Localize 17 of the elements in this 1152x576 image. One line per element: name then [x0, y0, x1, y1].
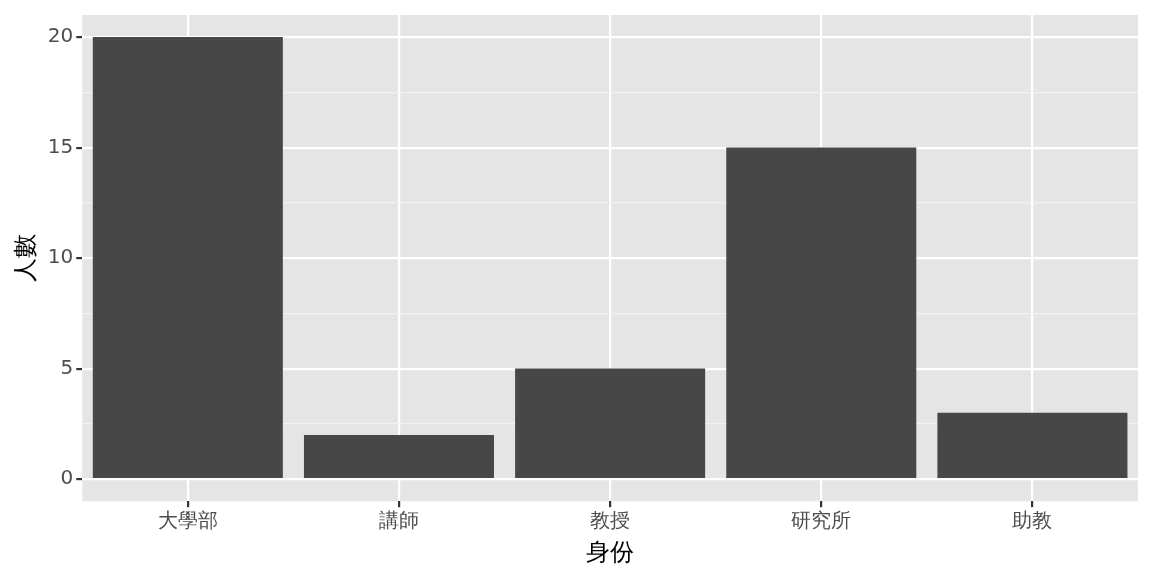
bar — [92, 37, 283, 478]
bar — [515, 368, 706, 478]
bar — [726, 147, 917, 478]
x-tick-label: 助教 — [1012, 508, 1053, 533]
y-tick-label: 20 — [47, 23, 74, 48]
x-tick-label: 講師 — [378, 508, 419, 533]
x-tick-label: 教授 — [590, 508, 631, 533]
x-tick-label: 大學部 — [157, 508, 218, 533]
y-tick-label: 10 — [47, 244, 74, 269]
y-tick-label: 5 — [60, 354, 74, 379]
y-axis-title: 人數 — [10, 234, 39, 283]
bar — [937, 412, 1128, 478]
x-axis-title: 身份 — [586, 537, 635, 566]
bar — [303, 434, 494, 478]
y-tick-label: 15 — [47, 133, 74, 158]
y-tick-label: 0 — [60, 465, 74, 490]
x-tick-label: 研究所 — [791, 508, 852, 533]
